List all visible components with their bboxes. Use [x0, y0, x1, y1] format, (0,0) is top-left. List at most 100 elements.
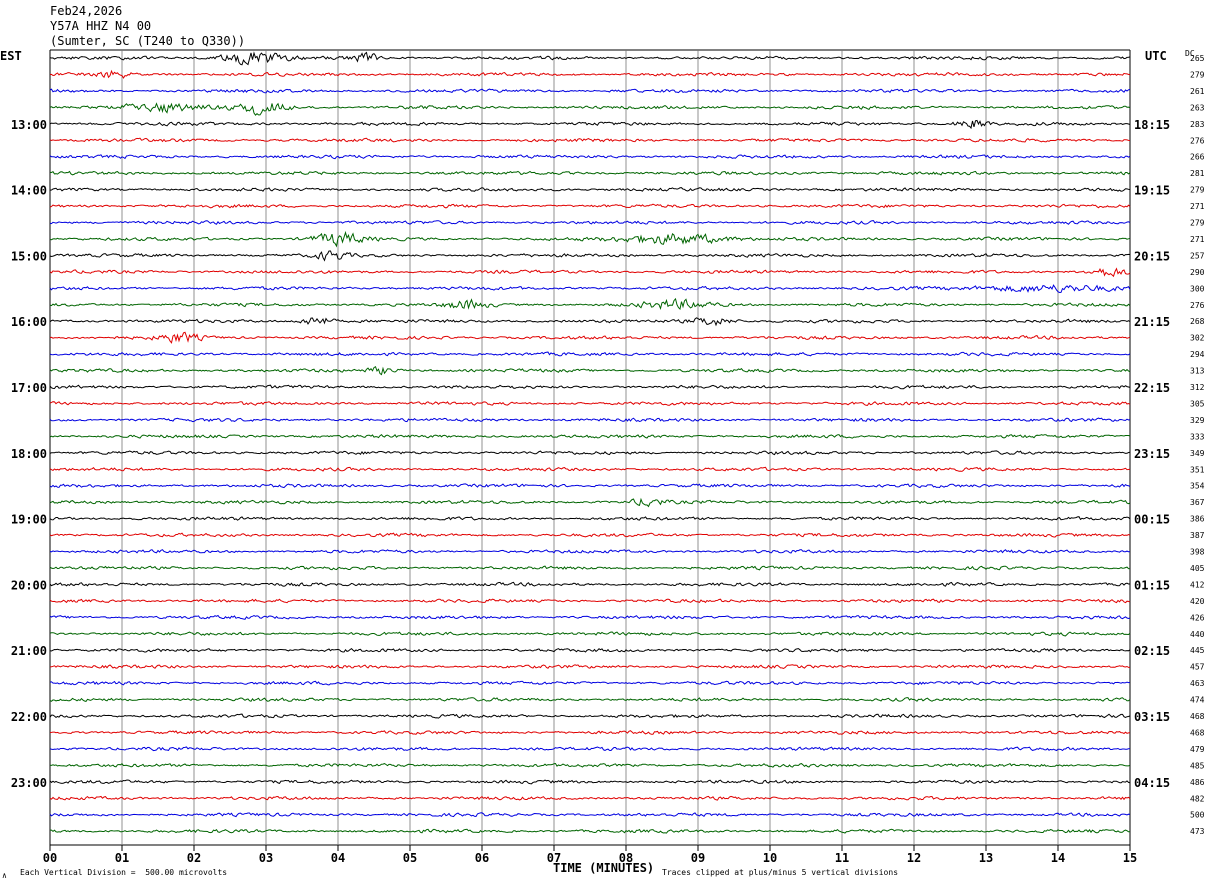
dc-offset-value: 482: [1190, 794, 1205, 803]
left-hour-label: 16:00: [11, 315, 47, 329]
left-timezone-label: EST: [0, 49, 22, 63]
x-tick-label: 00: [43, 851, 57, 865]
row-labels: 13:00 18:15 14:00 19:15 15:00 20:15 16:00 21:15…: [11, 54, 1205, 836]
trace-row: [49, 581, 1130, 587]
left-hour-label: 19:00: [11, 513, 47, 527]
trace-row: [49, 51, 1131, 66]
left-hour-label: 18:00: [11, 447, 47, 461]
trace-row: [49, 220, 1131, 225]
x-tick-label: 11: [835, 851, 849, 865]
left-hour-label: 21:00: [11, 644, 47, 658]
dc-offset-value: 473: [1190, 827, 1205, 836]
dc-offset-value: 440: [1190, 630, 1205, 639]
dc-offset-value: 398: [1190, 548, 1205, 557]
right-hour-label: 20:15: [1134, 249, 1170, 263]
dc-offset-value: 486: [1190, 778, 1205, 787]
dc-column-label: DC: [1185, 49, 1195, 58]
x-axis-label: TIME (MINUTES): [553, 861, 655, 875]
dc-offset-value: 268: [1190, 317, 1205, 326]
trace-row: [49, 631, 1131, 637]
dc-offset-value: 312: [1190, 383, 1205, 392]
trace-row: [49, 250, 1131, 262]
dc-offset-value: 412: [1190, 580, 1205, 589]
dc-offset-value: 279: [1190, 70, 1205, 79]
right-hour-label: 02:15: [1134, 644, 1170, 658]
x-tick-label: 15: [1123, 851, 1137, 865]
trace-row: [49, 497, 1131, 508]
dc-offset-value: 279: [1190, 219, 1205, 228]
trace-row: [49, 119, 1131, 130]
right-hour-label: 03:15: [1134, 710, 1170, 724]
dc-offset-value: 300: [1190, 284, 1205, 293]
dc-offset-value: 302: [1190, 334, 1205, 343]
trace-row: [49, 203, 1131, 209]
x-axis-ticks: 00 01 02 03 04 05 06 07 08 09 10 11 12 13 14 15: [43, 845, 1137, 865]
x-tick-label: 02: [187, 851, 201, 865]
trace-row: [49, 565, 1131, 571]
station-id: Y57A HHZ N4 00: [50, 19, 152, 33]
trace-row: [49, 483, 1131, 489]
dc-offset-value: 313: [1190, 367, 1205, 376]
x-tick-label: 07: [547, 851, 561, 865]
x-tick-label: 13: [979, 851, 993, 865]
x-tick-label: 06: [475, 851, 489, 865]
trace-row: [49, 297, 1131, 310]
dc-offset-value: 468: [1190, 728, 1205, 737]
dc-offset-value: 290: [1190, 268, 1205, 277]
trace-row: [49, 267, 1131, 278]
dc-offset-value: 485: [1190, 761, 1205, 770]
trace-row: [49, 549, 1131, 554]
grid-lines: [49, 49, 1131, 846]
x-tick-label: 10: [763, 851, 777, 865]
dc-offset-value: 463: [1190, 679, 1205, 688]
dc-offset-value: 333: [1190, 432, 1205, 441]
dc-offset-value: 276: [1190, 136, 1205, 145]
dc-offset-value: 261: [1190, 87, 1205, 96]
trace-row: [49, 812, 1131, 818]
trace-row: [49, 762, 1131, 768]
x-tick-label: 08: [619, 851, 633, 865]
right-hour-label: 01:15: [1134, 578, 1170, 592]
trace-row: [49, 598, 1131, 604]
trace-row: [49, 417, 1131, 423]
dc-offset-value: 271: [1190, 202, 1205, 211]
dc-offset-value: 426: [1190, 613, 1205, 622]
plot-date: Feb24,2026: [50, 4, 123, 18]
trace-row: [49, 154, 1131, 160]
left-hour-label: 20:00: [11, 578, 47, 592]
trace-row: [49, 317, 1131, 327]
dc-offset-value: 266: [1190, 153, 1205, 162]
right-hour-label: 00:15: [1134, 513, 1170, 527]
dc-offset-value: 257: [1190, 251, 1205, 260]
left-hour-label: 13:00: [11, 118, 47, 132]
trace-row: [49, 284, 1131, 294]
trace-row: [49, 351, 1131, 357]
dc-offset-value: 294: [1190, 350, 1205, 359]
left-hour-label: 15:00: [11, 249, 47, 263]
right-hour-label: 19:15: [1134, 184, 1170, 198]
dc-offset-value: 500: [1190, 811, 1205, 820]
x-tick-label: 01: [115, 851, 129, 865]
trace-row: [49, 779, 1131, 785]
trace-row: [49, 795, 1131, 801]
trace-row: [49, 384, 1131, 390]
right-timezone-label: UTC: [1145, 49, 1167, 63]
dc-offset-value: 279: [1190, 186, 1205, 195]
dc-offset-value: 329: [1190, 416, 1205, 425]
trace-row: [49, 331, 1131, 344]
right-hour-label: 04:15: [1134, 776, 1170, 790]
trace-row: [50, 828, 1130, 834]
dc-offset-value: 474: [1190, 696, 1205, 705]
x-tick-label: 05: [403, 851, 417, 865]
trace-row: [49, 664, 1131, 670]
right-hour-label: 21:15: [1134, 315, 1170, 329]
trace-row: [49, 230, 1131, 248]
trace-row: [49, 697, 1131, 702]
x-tick-label: 09: [691, 851, 705, 865]
trace-row: [49, 713, 1131, 719]
left-hour-label: 23:00: [11, 776, 47, 790]
trace-row: [49, 137, 1131, 143]
seismic-traces: [49, 51, 1131, 834]
dc-offset-value: 387: [1190, 531, 1205, 540]
trace-row: [49, 69, 1131, 79]
